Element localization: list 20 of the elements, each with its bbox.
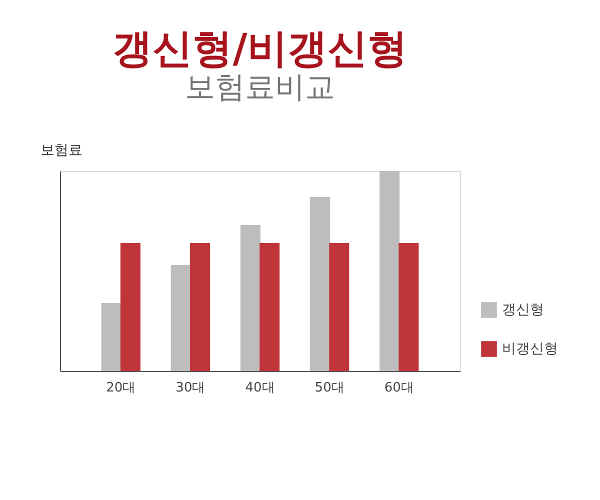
x-tick-label: 20대	[106, 380, 136, 396]
bar	[329, 243, 350, 371]
y-axis-title: 보험료	[40, 142, 82, 158]
bar	[240, 225, 260, 371]
x-tick-label: 50대	[314, 380, 344, 396]
bar	[310, 197, 330, 371]
legend-label: 갱신형	[502, 302, 544, 318]
bar	[398, 243, 419, 371]
chart-subtitle: 보험료비교	[185, 70, 335, 105]
x-tick-label: 60대	[384, 380, 414, 396]
bar	[190, 243, 210, 371]
x-tick-label: 40대	[245, 380, 275, 396]
legend-label: 비갱신형	[502, 341, 558, 357]
chart-title: 갱신형/비갱신형	[112, 26, 408, 72]
bar	[380, 171, 400, 371]
x-tick-label: 30대	[176, 380, 206, 396]
bar	[260, 243, 280, 371]
bar	[170, 265, 191, 371]
bar	[120, 243, 140, 371]
bar	[101, 303, 122, 371]
